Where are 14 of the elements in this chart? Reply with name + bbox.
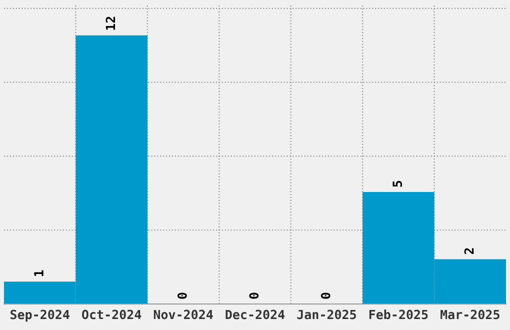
x-tick-label: Mar-2025: [440, 310, 500, 320]
x-tick-label: Nov-2024: [154, 310, 213, 320]
data-label: 5: [392, 180, 402, 187]
data-label: 1: [34, 270, 44, 276]
x-tick-label: Dec-2024: [226, 310, 285, 320]
data-label: 0: [249, 292, 259, 299]
data-label: 12: [106, 16, 116, 30]
x-tick-label: Feb-2025: [369, 310, 428, 320]
data-label: 2: [464, 248, 474, 254]
x-tick-label: Sep-2024: [10, 310, 70, 322]
data-label: 0: [320, 292, 330, 299]
x-tick-label: Oct-2024: [82, 310, 142, 320]
x-tick-label: Jan-2025: [297, 310, 356, 320]
data-label: 0: [177, 292, 187, 299]
